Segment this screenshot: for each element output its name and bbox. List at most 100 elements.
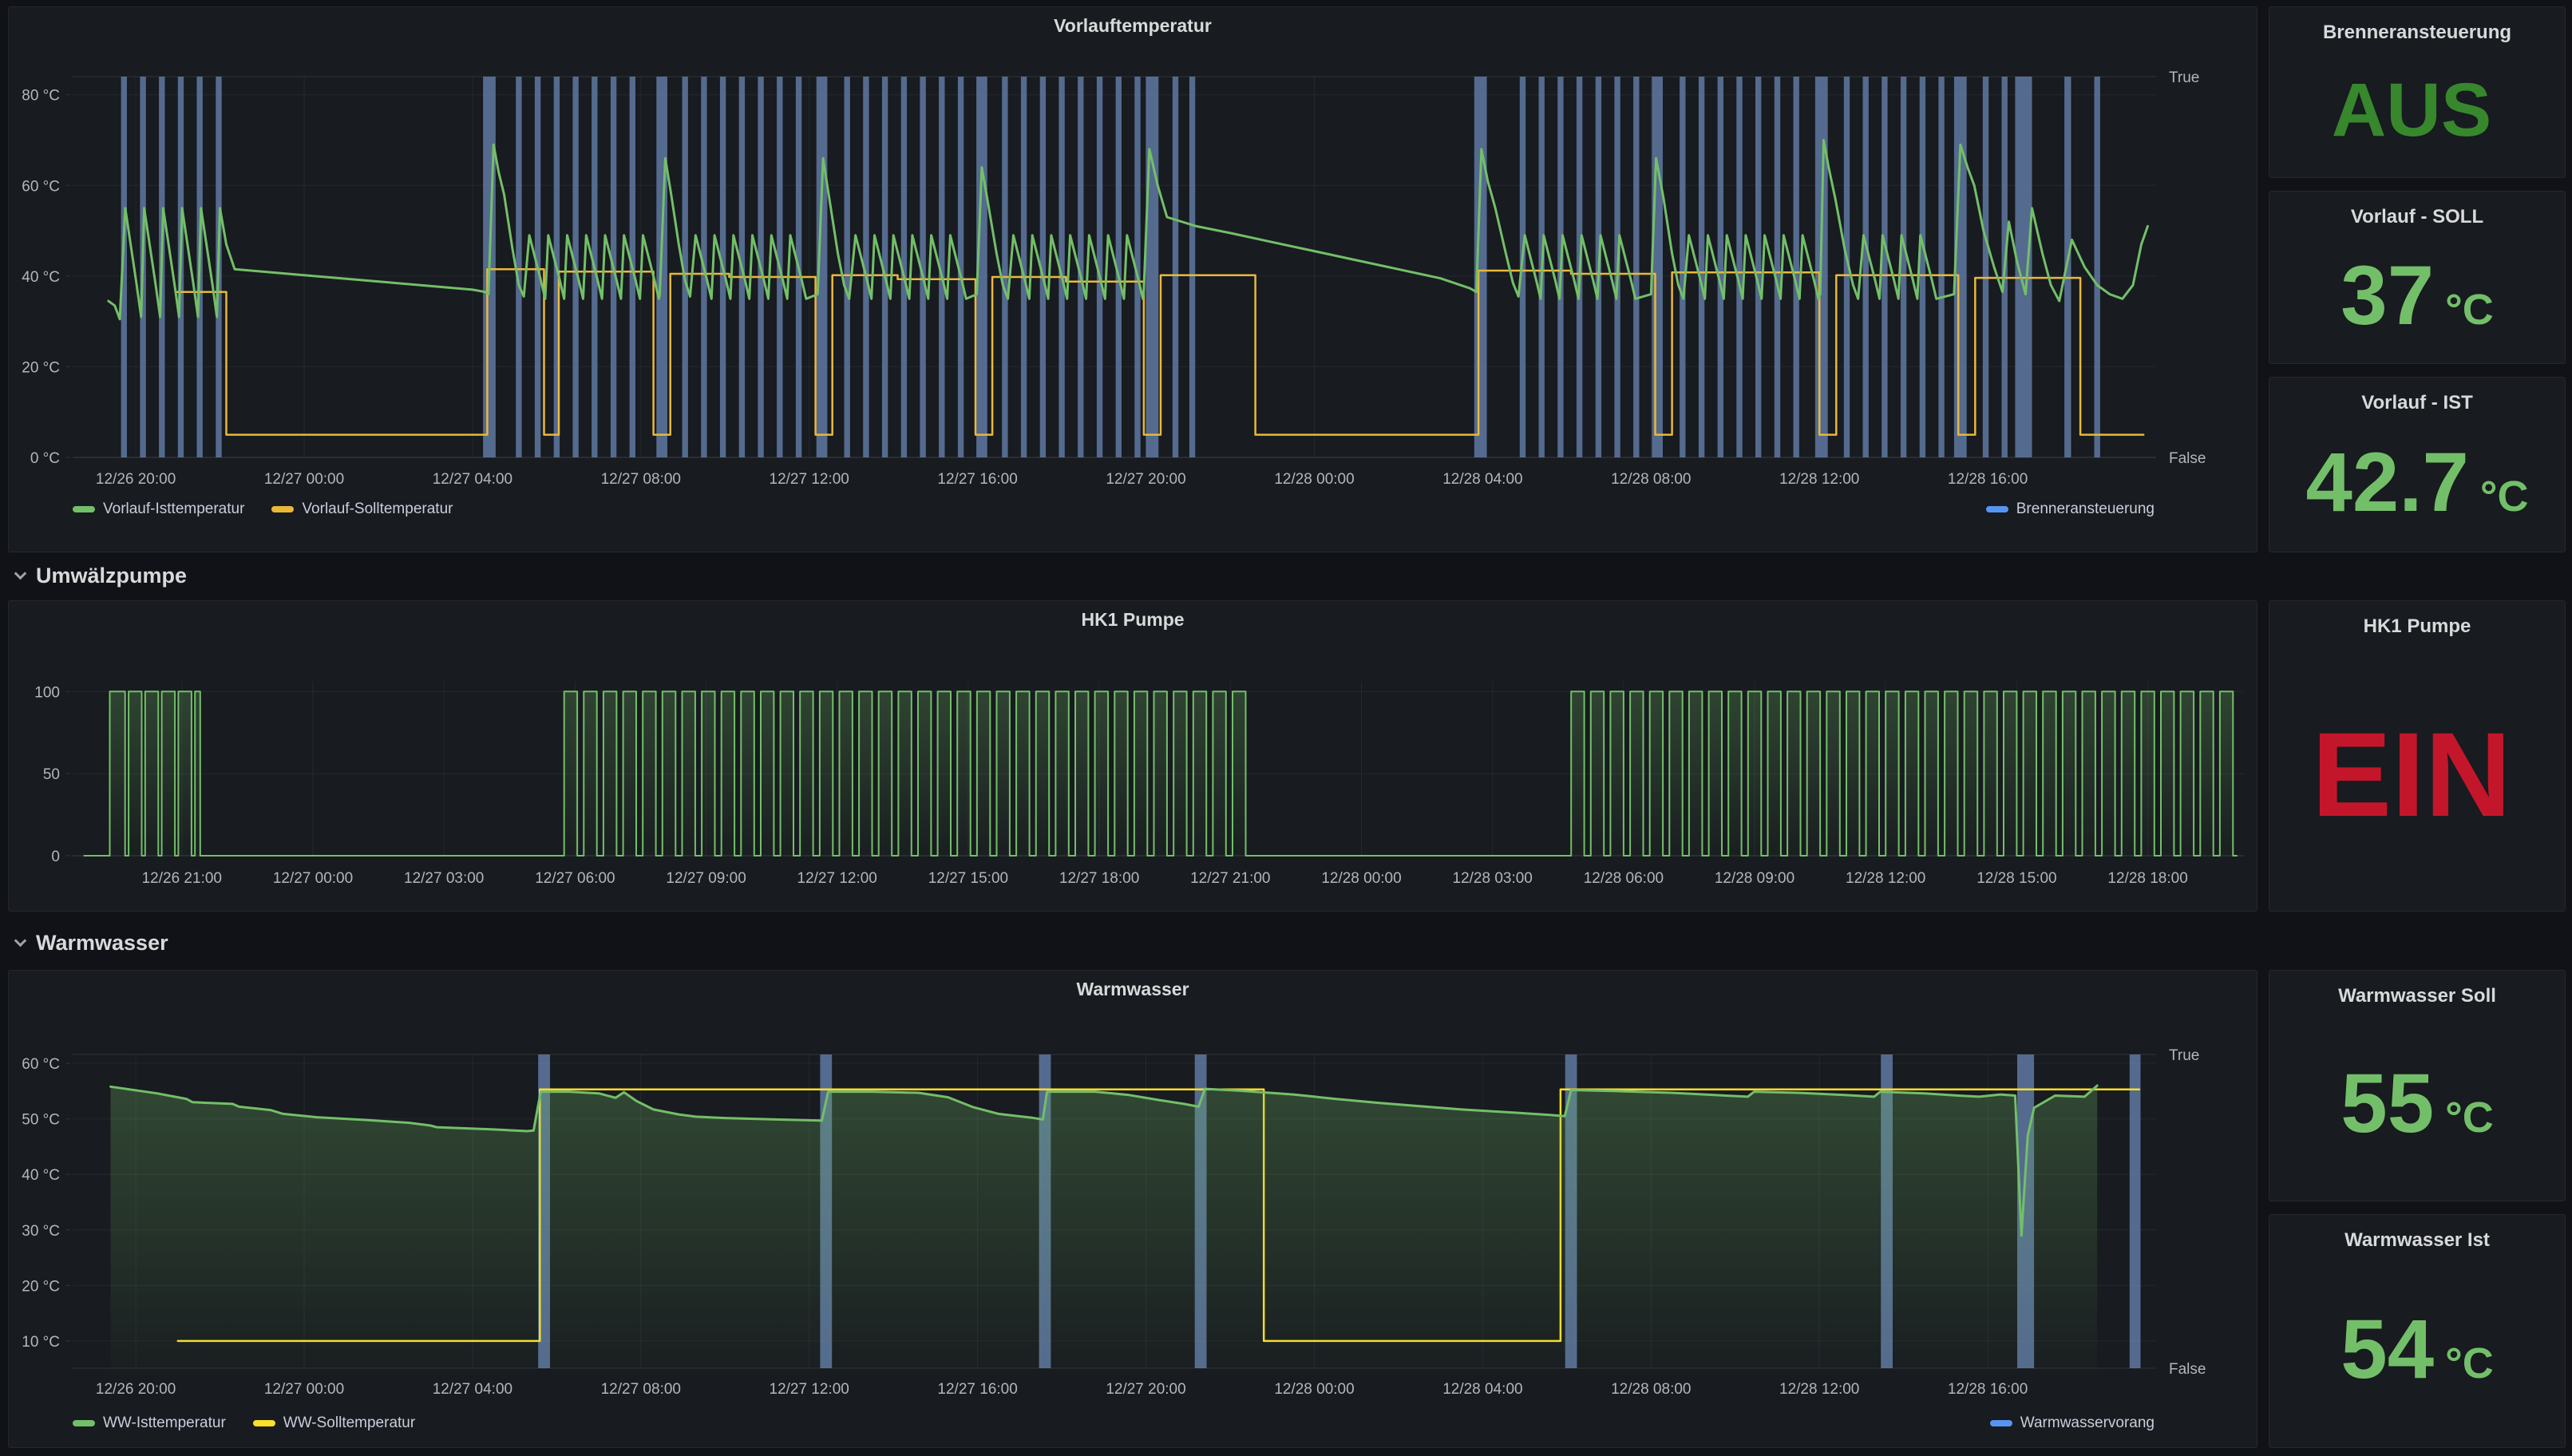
svg-text:80 °C: 80 °C xyxy=(22,88,60,105)
svg-text:12/28 12:00: 12/28 12:00 xyxy=(1846,870,1925,887)
svg-text:12/27 00:00: 12/27 00:00 xyxy=(264,471,344,488)
svg-text:12/27 04:00: 12/27 04:00 xyxy=(433,471,512,488)
row-header-label: Umwälzpumpe xyxy=(36,564,188,588)
legend-label: Vorlauf-Isttemperatur xyxy=(103,500,245,517)
vorlauftemperatur-chart[interactable]: 12/26 20:00 12/27 00:00 12/27 04:00 12/27 0… xyxy=(9,7,2258,553)
brenneransteuerung-swatch xyxy=(1985,506,2008,512)
hk1-pumpe-value: EIN xyxy=(2311,706,2512,841)
svg-text:40 °C: 40 °C xyxy=(22,269,60,286)
stat-title-vorlauf-ist[interactable]: Vorlauf - IST xyxy=(2361,392,2473,413)
legend-label: WW-Isttemperatur xyxy=(103,1414,226,1431)
svg-text:12/28 06:00: 12/28 06:00 xyxy=(1584,870,1664,887)
svg-text:12/28 04:00: 12/28 04:00 xyxy=(1442,1381,1522,1398)
panel-title-warmwasser[interactable]: Warmwasser xyxy=(1076,979,1189,999)
svg-text:True: True xyxy=(2169,1047,2199,1064)
warmwasser-legend: WW-Isttemperatur WW-Solltemperatur xyxy=(73,1414,415,1432)
warmwasser-legend-right: Warmwasservorang xyxy=(1989,1414,2155,1432)
legend-item-vorlauf-soll[interactable]: Vorlauf-Solltemperatur xyxy=(271,500,453,518)
svg-text:12/27 20:00: 12/27 20:00 xyxy=(1106,471,1185,488)
vorlauf-soll-value: 37 °C xyxy=(2341,248,2494,342)
svg-text:12/27 00:00: 12/27 00:00 xyxy=(264,1381,344,1398)
svg-text:False: False xyxy=(2169,1361,2206,1378)
vorlauf-ist-value: 42.7 °C xyxy=(2305,436,2529,529)
stat-panel-vorlauf-ist: Vorlauf - IST 42.7 °C xyxy=(2269,377,2566,552)
svg-text:12/27 18:00: 12/27 18:00 xyxy=(1059,870,1139,887)
svg-text:12/28 04:00: 12/28 04:00 xyxy=(1442,471,1522,488)
vorlauf-legend: Vorlauf-Isttemperatur Vorlauf-Solltemper… xyxy=(73,500,453,518)
svg-text:60 °C: 60 °C xyxy=(22,178,60,195)
svg-text:0: 0 xyxy=(51,849,60,865)
svg-text:12/27 12:00: 12/27 12:00 xyxy=(770,471,849,488)
svg-text:False: False xyxy=(2169,450,2206,467)
svg-text:12/27 15:00: 12/27 15:00 xyxy=(928,870,1008,887)
svg-text:12/28 00:00: 12/28 00:00 xyxy=(1321,870,1401,887)
vorlauf-legend-right: Brenneransteuerung xyxy=(1985,500,2155,518)
svg-text:50: 50 xyxy=(43,766,60,783)
svg-text:12/28 00:00: 12/28 00:00 xyxy=(1274,1381,1354,1398)
svg-text:20 °C: 20 °C xyxy=(22,359,60,376)
svg-text:12/27 08:00: 12/27 08:00 xyxy=(601,1381,681,1398)
legend-item-ww-ist[interactable]: WW-Isttemperatur xyxy=(73,1414,226,1432)
svg-text:12/26 21:00: 12/26 21:00 xyxy=(142,870,222,887)
svg-text:40 °C: 40 °C xyxy=(22,1167,60,1184)
svg-text:12/28 18:00: 12/28 18:00 xyxy=(2107,870,2187,887)
legend-label: WW-Solltemperatur xyxy=(283,1414,416,1431)
row-header-warmwasser[interactable]: Warmwasser xyxy=(11,931,168,956)
stat-panel-vorlauf-soll: Vorlauf - SOLL 37 °C xyxy=(2269,191,2566,364)
vorlauf-soll-swatch xyxy=(271,506,295,512)
svg-text:30 °C: 30 °C xyxy=(22,1223,60,1240)
svg-text:20 °C: 20 °C xyxy=(22,1278,60,1295)
chevron-down-icon xyxy=(14,567,27,580)
svg-text:12/28 03:00: 12/28 03:00 xyxy=(1453,870,1533,887)
svg-text:12/28 08:00: 12/28 08:00 xyxy=(1611,471,1691,488)
stat-panel-hk1-pumpe: HK1 Pumpe EIN xyxy=(2269,600,2566,912)
svg-text:10 °C: 10 °C xyxy=(22,1334,60,1351)
panel-hk1-pumpe-chart: HK1 Pumpe 12/26 21:00 12/27 00:00 12/27 03… xyxy=(8,600,2257,912)
svg-text:12/28 08:00: 12/28 08:00 xyxy=(1611,1381,1691,1398)
warmwasser-soll-value: 55 °C xyxy=(2341,1057,2494,1150)
legend-item-vorlauf-ist[interactable]: Vorlauf-Isttemperatur xyxy=(73,500,244,518)
svg-text:12/27 00:00: 12/27 00:00 xyxy=(273,870,353,887)
svg-text:12/28 16:00: 12/28 16:00 xyxy=(1948,471,2028,488)
svg-text:12/27 09:00: 12/27 09:00 xyxy=(666,870,746,887)
ww-ist-swatch xyxy=(73,1420,95,1426)
svg-text:12/27 16:00: 12/27 16:00 xyxy=(937,1381,1017,1398)
svg-text:12/28 16:00: 12/28 16:00 xyxy=(1948,1381,2028,1398)
panel-title-vorlauftemperatur[interactable]: Vorlauftemperatur xyxy=(1054,15,1212,36)
stat-panel-brenneransteuerung: Brenneransteuerung AUS xyxy=(2269,6,2566,178)
legend-item-warmwasservorang[interactable]: Warmwasservorang xyxy=(1989,1414,2155,1432)
svg-text:12/27 16:00: 12/27 16:00 xyxy=(937,471,1017,488)
svg-text:12/28 12:00: 12/28 12:00 xyxy=(1779,1381,1859,1398)
stat-title-hk1-pumpe[interactable]: HK1 Pumpe xyxy=(2363,615,2471,637)
legend-label: Warmwasservorang xyxy=(2020,1414,2155,1431)
warmwasservorang-swatch xyxy=(1989,1420,2012,1426)
row-header-label: Warmwasser xyxy=(36,931,168,955)
svg-text:12/27 12:00: 12/27 12:00 xyxy=(797,870,877,887)
stat-title-vorlauf-soll[interactable]: Vorlauf - SOLL xyxy=(2350,206,2484,228)
svg-text:12/28 09:00: 12/28 09:00 xyxy=(1715,870,1794,887)
warmwasser-chart[interactable]: 12/26 20:00 12/27 00:00 12/27 04:00 12/27 0… xyxy=(9,971,2258,1449)
brenneransteuerung-value: AUS xyxy=(2331,68,2492,152)
ww-soll-swatch xyxy=(252,1420,275,1426)
row-header-umwaelzpumpe[interactable]: Umwälzpumpe xyxy=(11,564,187,588)
svg-text:12/27 03:00: 12/27 03:00 xyxy=(404,870,484,887)
legend-item-ww-soll[interactable]: WW-Solltemperatur xyxy=(252,1414,416,1432)
stat-panel-warmwasser-ist: Warmwasser Ist 54 °C xyxy=(2269,1214,2566,1448)
chevron-down-icon xyxy=(14,934,27,948)
stat-title-warmwasser-ist[interactable]: Warmwasser Ist xyxy=(2344,1229,2490,1251)
svg-text:50 °C: 50 °C xyxy=(22,1112,60,1129)
hk1-pumpe-chart[interactable]: 12/26 21:00 12/27 00:00 12/27 03:00 12/27 0… xyxy=(9,601,2258,912)
stat-title-warmwasser-soll[interactable]: Warmwasser Soll xyxy=(2338,985,2496,1007)
svg-text:12/27 04:00: 12/27 04:00 xyxy=(433,1381,512,1398)
stat-title-brenneransteuerung[interactable]: Brenneransteuerung xyxy=(2322,22,2512,43)
svg-text:12/28 15:00: 12/28 15:00 xyxy=(1976,870,2056,887)
svg-text:12/26 20:00: 12/26 20:00 xyxy=(96,1381,176,1398)
svg-text:True: True xyxy=(2169,69,2199,86)
legend-item-brenneransteuerung[interactable]: Brenneransteuerung xyxy=(1985,500,2155,518)
svg-text:0 °C: 0 °C xyxy=(30,450,60,467)
panel-warmwasser-chart: Warmwasser 12/26 20:00 12/27 00:00 12/27 0… xyxy=(8,970,2257,1448)
svg-text:60 °C: 60 °C xyxy=(22,1056,60,1073)
vorlauf-ist-swatch xyxy=(73,506,95,512)
panel-title-hk1-pumpe[interactable]: HK1 Pumpe xyxy=(1081,609,1185,630)
panel-vorlauftemperatur: Vorlauftemperatur 12/26 20:00 12/27 00:00… xyxy=(8,6,2257,552)
